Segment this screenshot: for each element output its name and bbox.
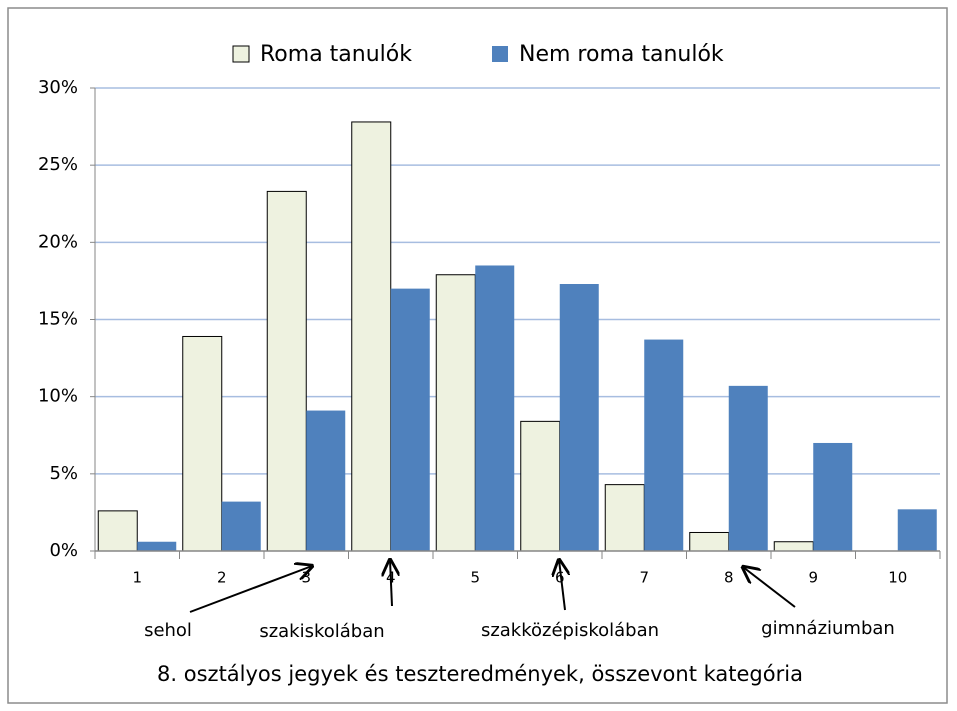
bar [390, 288, 430, 551]
x-axis-title: 8. osztályos jegyek és teszteredmények, … [157, 662, 803, 686]
annotation: szakközépiskolában [481, 620, 659, 641]
y-tick-label: 0% [49, 540, 78, 561]
bar [604, 484, 645, 552]
bar [728, 385, 768, 551]
bar [773, 541, 814, 552]
x-tick-label: 2 [217, 569, 227, 587]
bar [435, 274, 476, 552]
x-tick-label: 7 [639, 569, 649, 587]
legend-swatch [232, 45, 250, 63]
bar [97, 510, 138, 552]
bar [644, 339, 684, 551]
bar [520, 420, 561, 552]
y-tick-label: 10% [38, 386, 78, 407]
annotation: szakiskolában [259, 621, 384, 642]
bar [897, 509, 937, 551]
y-tick-label: 20% [38, 231, 78, 252]
arrow [390, 560, 392, 607]
y-tick-label: 5% [49, 463, 78, 484]
bar [182, 335, 223, 552]
x-tick-label: 3 [301, 569, 311, 587]
x-tick-label: 9 [808, 569, 818, 587]
annotation: sehol [144, 620, 192, 641]
y-tick-label: 30% [38, 77, 78, 98]
arrow [559, 560, 565, 611]
bar [306, 410, 346, 551]
y-tick-label: 15% [38, 309, 78, 330]
x-tick-label: 1 [132, 569, 142, 587]
bar [689, 531, 730, 552]
x-tick-label: 8 [724, 569, 734, 587]
x-tick-label: 5 [470, 569, 480, 587]
bar [559, 284, 599, 551]
x-tick-label: 6 [555, 569, 565, 587]
legend-label: Roma tanulók [260, 42, 412, 67]
bar [221, 501, 261, 551]
arrow [743, 567, 796, 608]
bar [813, 442, 853, 551]
bar [266, 190, 307, 552]
legend-swatch [492, 46, 508, 62]
annotation: gimnáziumban [761, 618, 895, 639]
y-tick-label: 25% [38, 154, 78, 175]
bar [475, 265, 515, 551]
x-tick-label: 10 [888, 569, 907, 587]
x-tick-label: 4 [386, 569, 396, 587]
bar [137, 541, 177, 551]
bar [351, 121, 392, 552]
arrow [189, 566, 312, 613]
legend-label: Nem roma tanulók [519, 42, 724, 67]
